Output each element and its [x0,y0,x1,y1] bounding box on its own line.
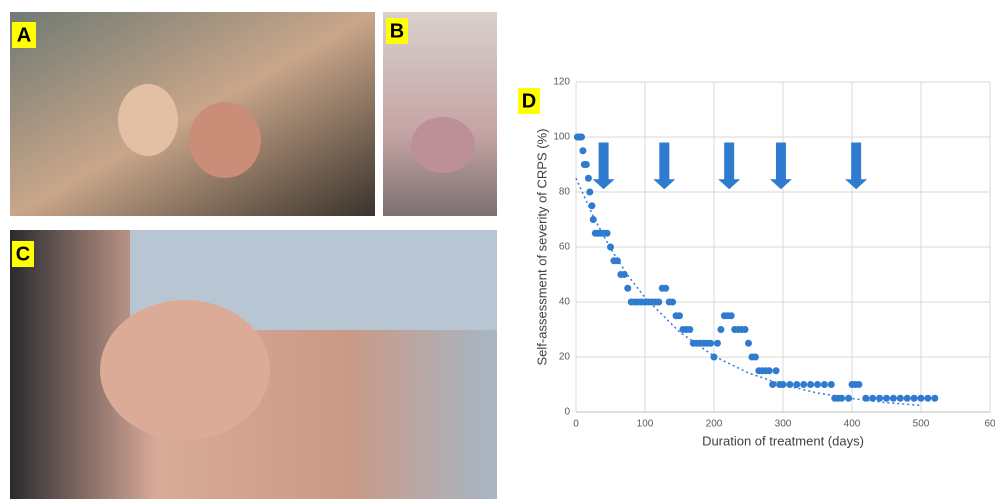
arrow [653,143,675,190]
point [752,354,759,361]
point [904,395,911,402]
hand-b [411,117,475,173]
point [624,285,631,292]
trendline [576,178,921,405]
point [742,326,749,333]
arrow [845,143,867,190]
point [838,395,845,402]
point [800,381,807,388]
point [814,381,821,388]
point [604,230,611,237]
figure: A B C D Duration of treatment (days) Sel… [0,0,995,499]
point [828,381,835,388]
point [931,395,938,402]
point [786,381,793,388]
fist-c [100,300,270,440]
photo-a [10,12,375,216]
point [766,367,773,374]
arrow [770,143,792,190]
point [821,381,828,388]
point [586,189,593,196]
point [662,285,669,292]
point [669,299,676,306]
point [883,395,890,402]
panel-label: D [522,90,536,112]
y-tick-label: 20 [559,352,571,363]
point [686,326,693,333]
point [590,216,597,223]
y-tick-label: 60 [559,242,571,253]
x-tick-label: 60 [984,419,995,430]
point [918,395,925,402]
point [793,381,800,388]
point [714,340,721,347]
y-tick-label: 120 [553,77,570,88]
point [578,134,585,141]
point [890,395,897,402]
y-tick-label: 80 [559,187,571,198]
point [869,395,876,402]
point [621,271,628,278]
x-axis-title: Duration of treatment (days) [702,433,864,448]
point [745,340,752,347]
point [728,312,735,319]
point [655,299,662,306]
point [588,202,595,209]
point [911,395,918,402]
y-axis-title: Self-assessment of severity of CRPS (%) [534,129,549,366]
panel-label: C [16,243,30,265]
x-tick-label: 400 [844,419,861,430]
point [707,340,714,347]
point [579,147,586,154]
x-tick-label: 200 [706,419,723,430]
point [807,381,814,388]
x-tick-label: 0 [573,419,579,430]
point [897,395,904,402]
point [711,354,718,361]
point [845,395,852,402]
hand-right [189,102,261,178]
point [855,381,862,388]
point [583,161,590,168]
point [614,257,621,264]
x-tick-label: 100 [637,419,654,430]
point [769,381,776,388]
hand-left [118,84,178,156]
arrow [718,143,740,190]
point [676,312,683,319]
panel-label: A [17,24,31,46]
y-tick-label: 0 [564,407,570,418]
y-tick-label: 40 [559,297,571,308]
point [585,175,592,182]
point [780,381,787,388]
x-tick-label: 300 [775,419,792,430]
arrow [593,143,615,190]
point [607,244,614,251]
point [717,326,724,333]
point [773,367,780,374]
point [862,395,869,402]
panel-label: B [390,20,404,42]
point [924,395,931,402]
x-tick-label: 500 [913,419,930,430]
y-tick-label: 100 [553,132,570,143]
point [876,395,883,402]
